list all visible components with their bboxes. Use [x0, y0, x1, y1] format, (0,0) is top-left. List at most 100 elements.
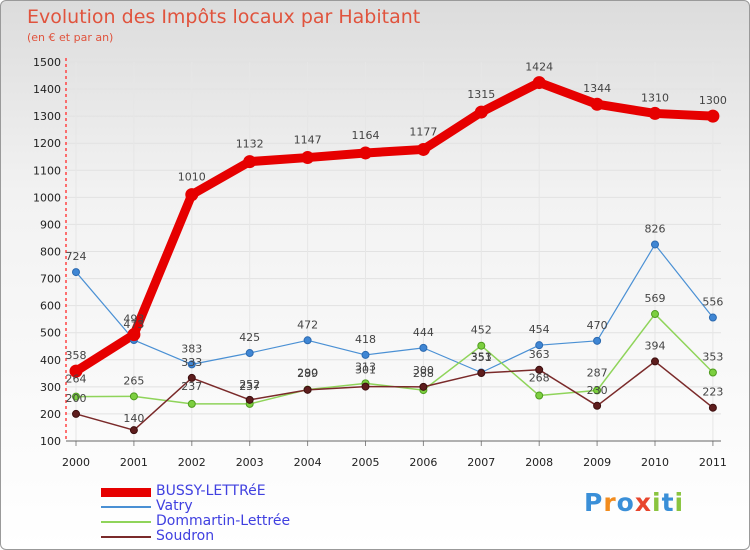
y-tick-label: 700	[40, 273, 61, 286]
data-label: 556	[702, 296, 723, 309]
series-line-1	[75, 243, 714, 374]
data-point	[593, 336, 602, 345]
data-point	[245, 395, 254, 404]
y-tick-label: 1000	[33, 191, 61, 204]
data-point	[127, 328, 141, 342]
data-label: 264	[66, 373, 87, 386]
logo-letter: i	[652, 488, 662, 517]
x-tick-label: 2007	[467, 456, 495, 469]
data-label: 301	[355, 364, 376, 377]
data-label: 1310	[641, 91, 669, 104]
data-point	[361, 350, 370, 359]
data-label: 1315	[467, 88, 495, 101]
data-point	[303, 336, 312, 345]
series-line-0	[71, 78, 718, 376]
data-label: 452	[471, 324, 492, 337]
data-label: 1177	[409, 125, 437, 138]
data-point	[532, 76, 546, 90]
y-tick-label: 300	[40, 381, 61, 394]
data-point	[651, 240, 659, 249]
x-tick-label: 2000	[62, 456, 90, 469]
data-point	[303, 385, 312, 394]
data-point	[129, 426, 138, 435]
data-point	[187, 360, 196, 369]
data-point	[590, 97, 604, 111]
data-point	[245, 349, 254, 358]
data-point	[129, 392, 138, 401]
data-label: 1424	[525, 61, 553, 74]
data-label: 472	[297, 318, 318, 331]
data-label: 826	[645, 222, 666, 235]
data-point	[187, 399, 196, 408]
data-label: 237	[181, 380, 202, 393]
data-point	[474, 105, 488, 119]
data-label: 287	[587, 366, 608, 379]
data-point	[535, 341, 544, 350]
legend-label: BUSSY-LETTRéE	[156, 483, 266, 499]
y-tick-label: 100	[40, 435, 61, 448]
data-point	[185, 188, 199, 202]
data-point	[477, 369, 486, 378]
data-label: 1164	[352, 129, 380, 142]
data-point	[419, 343, 428, 352]
data-point	[243, 155, 257, 169]
data-label: 358	[66, 349, 87, 362]
data-point	[708, 403, 717, 412]
y-tick-label: 900	[40, 218, 61, 231]
x-tick-label: 2011	[699, 456, 727, 469]
data-label: 454	[529, 323, 550, 336]
data-point	[651, 357, 659, 366]
data-label: 473	[123, 318, 144, 331]
y-tick-label: 1400	[33, 83, 61, 96]
data-label: 1344	[583, 82, 611, 95]
y-tick-label: 600	[40, 300, 61, 313]
data-label: 300	[413, 364, 434, 377]
data-label: 1147	[294, 134, 322, 147]
data-label: 569	[645, 292, 666, 305]
x-tick-label: 2010	[641, 456, 669, 469]
data-label: 353	[471, 351, 492, 364]
data-label: 289	[297, 367, 318, 380]
data-point	[72, 409, 80, 418]
legend-swatch	[101, 487, 151, 497]
y-tick-label: 1100	[33, 164, 61, 177]
data-label: 724	[66, 250, 87, 263]
data-point	[535, 391, 544, 400]
x-tick-label: 2009	[583, 456, 611, 469]
data-label: 333	[181, 356, 202, 369]
data-point	[69, 364, 83, 378]
data-label: 363	[529, 348, 550, 361]
data-label: 290	[297, 367, 318, 380]
data-point	[359, 146, 372, 160]
legend-label: Dommartin-Lettrée	[156, 513, 291, 529]
legend-swatch	[101, 506, 151, 508]
data-label: 230	[587, 384, 608, 397]
proxiti-logo: Proxiti	[584, 488, 684, 517]
y-tick-label: 1500	[33, 56, 61, 69]
data-label: 383	[181, 342, 202, 355]
data-label: 268	[529, 372, 550, 385]
data-label: 444	[413, 326, 434, 339]
x-tick-label: 2001	[120, 456, 148, 469]
data-label: 470	[587, 319, 608, 332]
y-tick-label: 400	[40, 354, 61, 367]
data-point	[593, 401, 602, 410]
logo-letter: P	[584, 488, 604, 517]
x-tick-label: 2002	[178, 456, 206, 469]
data-label: 288	[413, 367, 434, 380]
y-tick-label: 1200	[33, 137, 61, 150]
data-point	[416, 142, 430, 156]
y-tick-label: 1300	[33, 110, 61, 123]
y-tick-label: 200	[40, 408, 61, 421]
data-label: 493	[123, 313, 144, 326]
data-label: 418	[355, 333, 376, 346]
data-label: 394	[645, 339, 666, 352]
data-label: 223	[702, 386, 723, 399]
data-point	[648, 106, 662, 120]
data-label: 1132	[236, 138, 264, 151]
data-point	[708, 368, 717, 377]
x-tick-label: 2003	[236, 456, 264, 469]
x-tick-label: 2008	[525, 456, 553, 469]
